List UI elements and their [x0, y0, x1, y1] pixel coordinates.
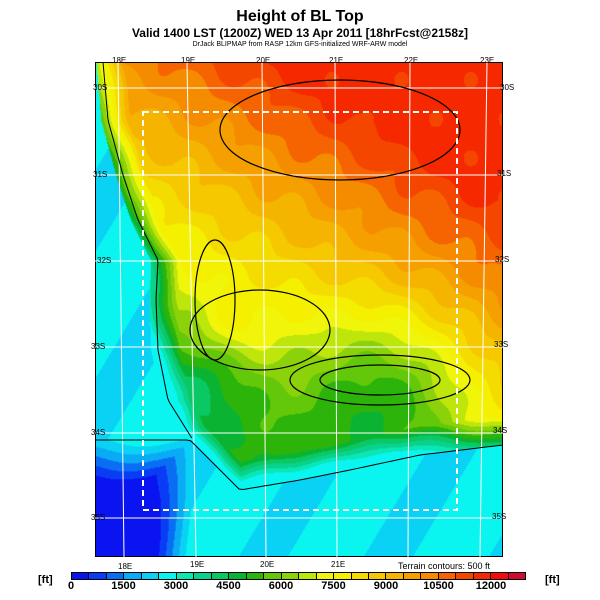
colorbar-swatch — [124, 573, 142, 579]
map-subtitle: Valid 1400 LST (1200Z) WED 13 Apr 2011 [… — [131, 26, 469, 40]
colorbar-swatch — [299, 573, 317, 579]
lon-label-bottom: 20E — [260, 560, 275, 569]
colorbar-swatch — [403, 573, 422, 579]
terrain-contour — [219, 79, 461, 181]
colorbar-unit-right: [ft] — [545, 574, 560, 586]
colorbar-swatch — [438, 573, 457, 579]
colorbar-swatch — [508, 573, 526, 579]
map-credit: DrJack BLIPMAP from RASP 12km GFS-initia… — [192, 41, 408, 48]
lon-label-bottom: 19E — [190, 560, 205, 569]
colorbar-swatch — [176, 573, 195, 579]
colorbar-swatch — [456, 573, 474, 579]
colorbar-swatch — [386, 573, 404, 579]
colorbar-swatch — [473, 573, 492, 579]
colorbar-tick-label: 3000 — [163, 580, 189, 592]
colorbar-swatch — [246, 573, 265, 579]
colorbar-unit-left: [ft] — [38, 574, 53, 586]
colorbar-tick-label: 4500 — [216, 580, 241, 592]
colorbar-tick-label: 10500 — [423, 580, 454, 592]
lon-label-top: 19E — [181, 56, 196, 65]
lat-label-right: 30S — [500, 83, 515, 92]
lon-label-bottom: 21E — [331, 560, 346, 569]
terrain-contour — [189, 289, 331, 371]
colorbar-swatch — [491, 573, 509, 579]
lon-label-top: 23E — [480, 56, 495, 65]
bl-top-field-map — [95, 62, 503, 557]
colorbar-swatch — [89, 573, 107, 579]
colorbar-tick-label: 9000 — [373, 580, 399, 592]
lat-label-left: 31S — [93, 170, 108, 179]
lat-label-left: 34S — [91, 428, 106, 437]
lon-label-bottom: 18E — [118, 562, 133, 571]
terrain-contour — [95, 439, 503, 491]
colorbar-tick-label: 12000 — [475, 580, 507, 592]
domain-boundary-box — [142, 111, 458, 511]
terrain-contour — [289, 354, 471, 406]
lon-label-top: 18E — [112, 56, 127, 65]
map-overlay — [95, 62, 503, 557]
lat-label-right: 33S — [494, 340, 509, 349]
lat-label-right: 35S — [492, 512, 507, 521]
colorbar-swatch — [141, 573, 160, 579]
lat-label-left: 33S — [91, 342, 106, 351]
colorbar-tick-label: 0 — [67, 580, 75, 592]
colorbar-swatch — [264, 573, 282, 579]
map-title: Height of BL Top — [236, 8, 364, 25]
colorbar-swatch — [334, 573, 352, 579]
colorbar-swatch — [421, 573, 439, 579]
colorbar-swatch — [351, 573, 369, 579]
colorbar-swatch — [159, 573, 177, 579]
lat-label-right: 31S — [497, 169, 512, 178]
lat-label-left: 32S — [97, 256, 112, 265]
terrain-contour — [95, 62, 193, 439]
longitude-gridline — [261, 62, 267, 557]
lat-label-right: 34S — [493, 426, 508, 435]
colorbar-swatch — [368, 573, 387, 579]
colorbar — [71, 572, 526, 580]
lon-label-top: 22E — [404, 56, 419, 65]
longitude-gridline — [334, 62, 338, 557]
colorbar-swatch — [106, 573, 125, 579]
colorbar-swatch — [229, 573, 247, 579]
lat-label-left: 30S — [93, 83, 108, 92]
lat-label-left: 35S — [91, 513, 106, 522]
colorbar-swatch — [72, 573, 90, 579]
lon-label-top: 21E — [329, 56, 344, 65]
terrain-contour — [319, 364, 441, 396]
colorbar-tick-label: 6000 — [268, 580, 294, 592]
colorbar-tick-label: 7500 — [321, 580, 346, 592]
colorbar-swatch — [316, 573, 335, 579]
colorbar-swatch — [211, 573, 230, 579]
longitude-gridline — [117, 62, 125, 557]
terrain-contour-note: Terrain contours: 500 ft — [398, 561, 491, 571]
lat-label-right: 32S — [495, 255, 510, 264]
colorbar-swatch — [194, 573, 212, 579]
longitude-gridline — [407, 62, 411, 557]
colorbar-swatch — [281, 573, 300, 579]
colorbar-tick-label: 1500 — [111, 580, 136, 592]
longitude-gridline — [479, 62, 488, 557]
terrain-contour — [194, 239, 236, 361]
longitude-gridline — [186, 62, 197, 557]
lon-label-top: 20E — [256, 56, 271, 65]
